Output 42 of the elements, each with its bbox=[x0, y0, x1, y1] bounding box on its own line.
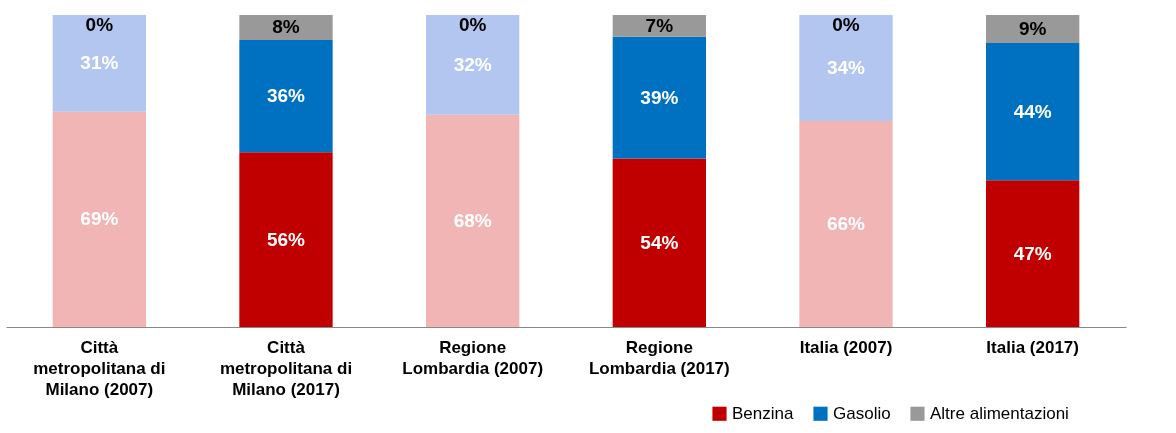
data-label: 69% bbox=[80, 208, 119, 230]
data-label: 34% bbox=[826, 57, 866, 79]
bar bbox=[52, 15, 146, 112]
bar bbox=[239, 152, 333, 327]
data-label: 32% bbox=[453, 53, 492, 75]
bar bbox=[986, 180, 1080, 327]
data-label: 66% bbox=[826, 213, 866, 235]
x-tick-label: Città metropolitana di Milano (2007) bbox=[33, 337, 166, 399]
data-label: 39% bbox=[640, 86, 679, 108]
bar bbox=[799, 15, 893, 122]
x-tick-label: Italia (2017) bbox=[986, 337, 1079, 357]
x-tick-label: Città metropolitana di Milano (2017) bbox=[219, 337, 353, 399]
bar bbox=[239, 39, 333, 153]
bar bbox=[986, 43, 1080, 181]
data-label: 47% bbox=[1013, 242, 1052, 264]
data-label: 0% bbox=[832, 14, 860, 35]
bar bbox=[986, 15, 1080, 44]
legend-label: Gasolio bbox=[833, 403, 891, 423]
x-tick-label: Italia (2007) bbox=[799, 337, 893, 357]
bar bbox=[799, 121, 893, 327]
data-label: 0% bbox=[458, 14, 487, 35]
data-label: 44% bbox=[1013, 100, 1052, 122]
data-label: 9% bbox=[1018, 18, 1047, 40]
bar bbox=[612, 15, 706, 37]
data-label: 7% bbox=[645, 14, 674, 36]
bar bbox=[612, 158, 706, 327]
x-tick-label: Regione Lombardia (2017) bbox=[588, 337, 730, 378]
bar bbox=[239, 15, 333, 40]
bar bbox=[426, 15, 520, 115]
bar bbox=[612, 36, 706, 159]
x-tick-label: Regione Lombardia (2007) bbox=[402, 337, 544, 378]
data-label: 54% bbox=[640, 231, 679, 253]
data-label: 36% bbox=[266, 85, 306, 107]
data-label: 0% bbox=[85, 14, 114, 35]
data-label: 31% bbox=[80, 52, 119, 74]
bar bbox=[426, 114, 520, 327]
bar bbox=[52, 111, 146, 327]
legend-label: Benzina bbox=[732, 403, 794, 423]
data-label: 8% bbox=[272, 16, 300, 38]
legend-label: Altre alimentazioni bbox=[930, 403, 1069, 423]
data-label: 68% bbox=[453, 209, 492, 231]
data-label: 56% bbox=[266, 228, 306, 250]
